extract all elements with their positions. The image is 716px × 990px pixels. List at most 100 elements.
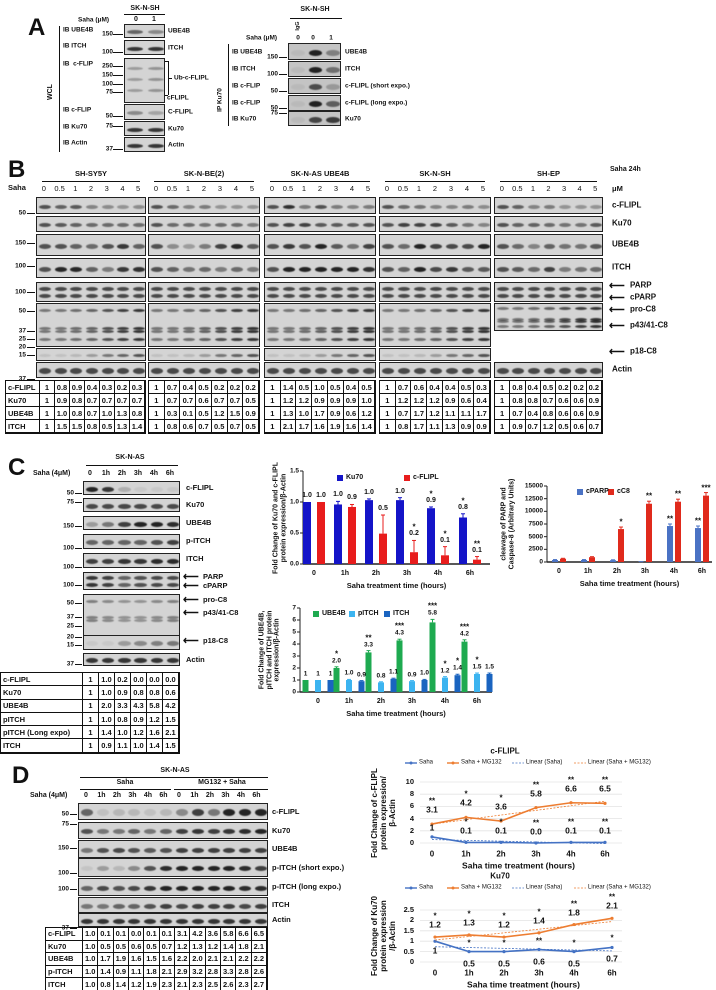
- bar-cparp: [667, 526, 673, 562]
- trendline-saha-mg132: [431, 800, 606, 825]
- protein-band: [496, 266, 509, 272]
- protein-band: [182, 294, 196, 298]
- protein-label: p-ITCH (long expo.): [272, 881, 342, 891]
- table-cell: 1.2: [359, 407, 375, 420]
- legend-label: Saha + MG132: [461, 759, 502, 766]
- table-cell: 0.5: [211, 420, 228, 433]
- x-tick-label: 2h: [612, 568, 622, 576]
- protein-band: [381, 243, 395, 249]
- data-label: 4.3: [394, 629, 405, 637]
- protein-band: [223, 918, 236, 924]
- table-cell: 0.8: [70, 394, 85, 407]
- data-point: [534, 806, 538, 810]
- table-row-label: p-ITCH: [46, 965, 83, 979]
- bar-ube4b: [461, 641, 468, 692]
- significance-marker: *: [499, 793, 503, 803]
- table-cell: 0.6: [163, 686, 179, 700]
- lane-label: 2: [88, 183, 94, 193]
- mw-marker: 37: [66, 660, 74, 668]
- header-line: [174, 789, 268, 791]
- protein-band: [330, 294, 344, 298]
- table-cell: 1: [380, 407, 396, 420]
- cell-line-header: SK-N-BE(2): [183, 168, 225, 178]
- y-tick-label: 0.0: [289, 560, 299, 568]
- protein-band: [54, 266, 67, 272]
- protein-band: [96, 866, 109, 871]
- protein-band: [445, 287, 459, 291]
- protein-band: [182, 287, 196, 291]
- table-cell: 4.2: [163, 699, 179, 713]
- y-tick-label: 1: [409, 936, 414, 946]
- chart-title: c-FLIPL: [490, 746, 520, 756]
- protein-band: [559, 306, 571, 310]
- blot-sh-ep-row: [494, 282, 603, 302]
- group-header: Saha: [116, 779, 134, 787]
- table-cell: 0.4: [442, 381, 459, 394]
- protein-band: [166, 223, 180, 227]
- bar-cparp: [552, 559, 558, 562]
- protein-band: [117, 294, 130, 298]
- y-tick-label: 10000: [524, 507, 543, 515]
- arrow-left-icon: ⟵: [609, 345, 625, 358]
- protein-band: [266, 223, 280, 227]
- protein-band: [512, 266, 525, 272]
- protein-band: [346, 368, 360, 374]
- protein-band: [150, 223, 164, 227]
- bracket-line: [168, 78, 172, 79]
- header-line: [86, 465, 178, 467]
- lane-label: 2: [317, 183, 323, 193]
- table-cell: 1: [83, 686, 99, 700]
- data-label: 0.8: [458, 503, 468, 511]
- table-cell: 0.9: [115, 686, 131, 700]
- protein-band: [291, 67, 305, 73]
- x-tick-label: 3h: [531, 849, 541, 859]
- protein-band: [134, 641, 147, 646]
- protein-band: [413, 294, 427, 298]
- lane-label: 6h: [252, 792, 261, 800]
- data-point: [569, 801, 573, 805]
- protein-band: [477, 266, 490, 272]
- significance-marker: **: [674, 489, 682, 499]
- table-cell: 0.4: [474, 394, 490, 407]
- x-axis-title: Saha treatment time (hours): [346, 580, 447, 590]
- table-cell: 4.3: [131, 699, 147, 713]
- table-cell: 0.2: [556, 381, 572, 394]
- protein-band: [160, 918, 173, 924]
- lane-label: 1h: [190, 792, 199, 800]
- protein-band: [266, 337, 280, 341]
- bar-cparp: [610, 560, 616, 562]
- protein-band: [239, 809, 252, 816]
- quantification-table: 1 0.8 0.4 0.5 0.2 0.2 0.2 1 0.8 0.8 0.7 0.6 0.6 0.9 1 0…: [494, 380, 603, 434]
- protein-band: [70, 204, 83, 209]
- lane-label: 4h: [143, 792, 153, 800]
- legend-label: Saha + MG132: [461, 884, 502, 891]
- x-tick-label: 4h: [669, 568, 679, 576]
- protein-band: [559, 324, 571, 328]
- table-cell: 2.9: [174, 965, 191, 979]
- bar-cc8: [560, 558, 566, 562]
- bar-cc8: [589, 557, 595, 562]
- table-cell: 0.2: [586, 381, 602, 394]
- data-point: [537, 947, 541, 952]
- bar-pitch: [442, 677, 448, 692]
- protein-band: [590, 294, 602, 298]
- x-tick-label: 0: [312, 570, 316, 578]
- table-cell: 0.1: [98, 928, 114, 941]
- protein-label: Ku70: [345, 114, 361, 122]
- table-cell: 3.3: [220, 965, 237, 979]
- protein-band: [381, 326, 395, 330]
- protein-band: [96, 809, 109, 816]
- protein-band: [166, 294, 180, 298]
- protein-band: [230, 223, 244, 227]
- table-cell: 1.9: [327, 420, 344, 433]
- panel-label-a: A: [28, 13, 46, 41]
- protein-band: [574, 317, 587, 321]
- table-cell: 0.8: [510, 381, 526, 394]
- protein-band: [282, 287, 296, 291]
- legend-label: UBE4B: [322, 610, 346, 618]
- protein-band: [134, 540, 147, 545]
- table-cell: 0.8: [164, 420, 181, 433]
- legend-swatch: [313, 611, 319, 617]
- table-cell: 0.2: [115, 673, 131, 687]
- protein-band: [54, 329, 67, 333]
